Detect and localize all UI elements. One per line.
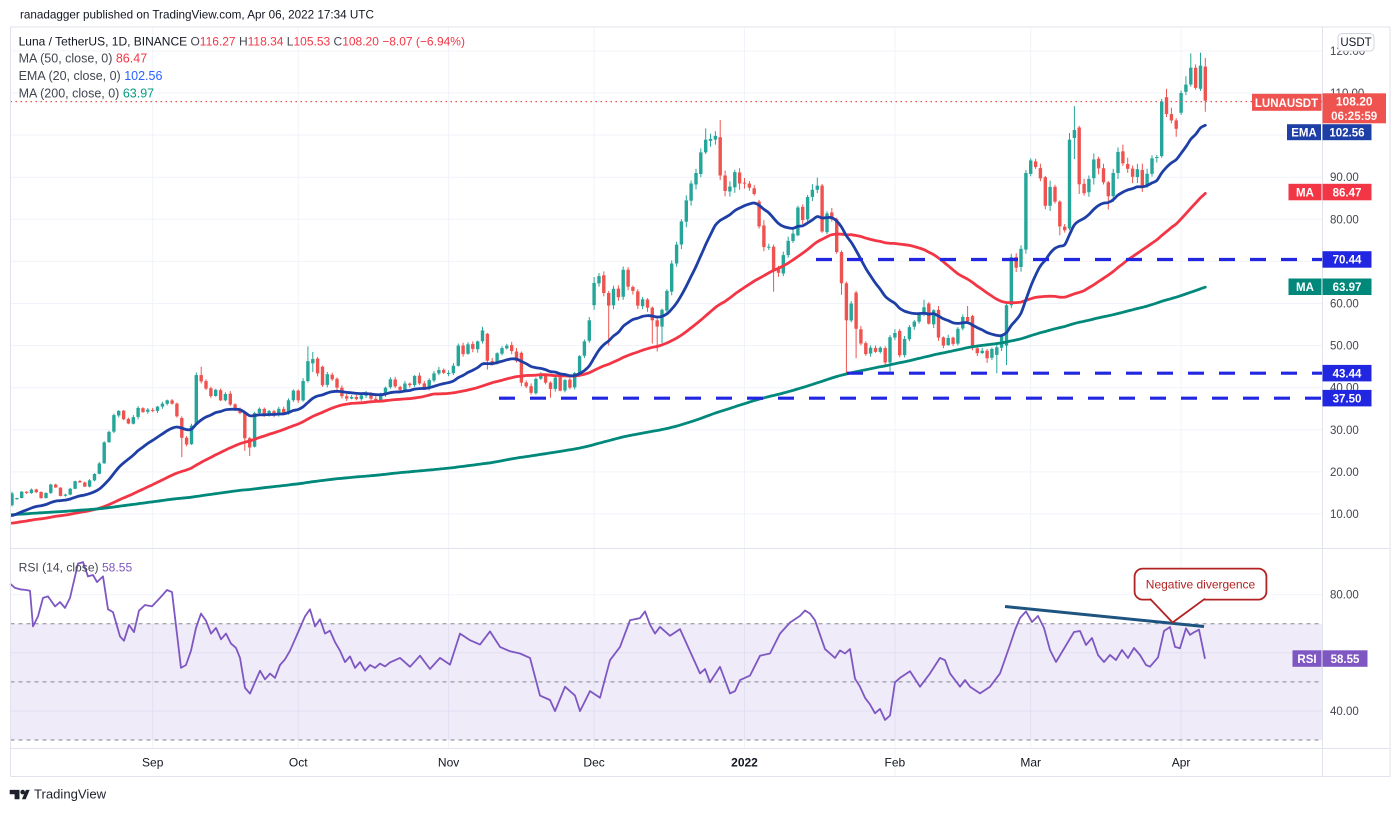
svg-text:102.56: 102.56 <box>1329 127 1364 139</box>
svg-text:90.00: 90.00 <box>1330 172 1359 184</box>
svg-text:MA (50, close, 0) 86.47: MA (50, close, 0) 86.47 <box>19 52 148 66</box>
svg-text:USDT: USDT <box>1340 37 1371 49</box>
svg-text:20.00: 20.00 <box>1330 467 1359 479</box>
svg-text:80.00: 80.00 <box>1330 214 1359 226</box>
svg-text:10.00: 10.00 <box>1330 509 1359 521</box>
svg-text:06:25:59: 06:25:59 <box>1331 111 1377 123</box>
svg-text:30.00: 30.00 <box>1330 425 1359 437</box>
svg-text:Mar: Mar <box>1020 756 1041 770</box>
svg-text:Nov: Nov <box>438 756 459 770</box>
svg-text:Feb: Feb <box>885 756 906 770</box>
svg-text:Luna / TetherUS, 1D, BINANCE O: Luna / TetherUS, 1D, BINANCE O116.27 H11… <box>19 34 465 48</box>
svg-text:63.97: 63.97 <box>1333 282 1362 294</box>
svg-text:MA: MA <box>1296 282 1314 294</box>
svg-text:Sep: Sep <box>142 756 164 770</box>
svg-text:EMA: EMA <box>1291 127 1317 139</box>
svg-text:70.44: 70.44 <box>1333 255 1362 267</box>
svg-text:RSI (14, close) 58.55: RSI (14, close) 58.55 <box>19 561 133 575</box>
svg-text:37.50: 37.50 <box>1333 393 1362 405</box>
svg-text:MA (200, close, 0) 63.97: MA (200, close, 0) 63.97 <box>19 86 155 100</box>
svg-text:Oct: Oct <box>289 756 308 770</box>
svg-text:EMA (20, close, 0) 102.56: EMA (20, close, 0) 102.56 <box>19 69 163 83</box>
svg-text:43.44: 43.44 <box>1333 368 1362 380</box>
svg-text:58.55: 58.55 <box>1331 654 1360 666</box>
svg-text:Dec: Dec <box>583 756 604 770</box>
svg-text:60.00: 60.00 <box>1330 299 1359 311</box>
svg-text:40.00: 40.00 <box>1330 706 1359 718</box>
svg-text:2022: 2022 <box>731 756 758 770</box>
svg-text:RSI: RSI <box>1297 654 1316 666</box>
svg-text:108.20: 108.20 <box>1336 95 1373 109</box>
svg-text:Apr: Apr <box>1172 756 1191 770</box>
svg-text:TradingView: TradingView <box>34 786 107 801</box>
svg-text:MA: MA <box>1296 187 1314 199</box>
svg-text:50.00: 50.00 <box>1330 341 1359 353</box>
svg-text:ranadagger published on Tradin: ranadagger published on TradingView.com,… <box>20 9 374 22</box>
svg-text:86.47: 86.47 <box>1333 187 1362 199</box>
svg-text:80.00: 80.00 <box>1330 590 1359 602</box>
svg-text:LUNAUSDT: LUNAUSDT <box>1255 98 1318 110</box>
svg-text:Negative divergence: Negative divergence <box>1146 578 1256 592</box>
